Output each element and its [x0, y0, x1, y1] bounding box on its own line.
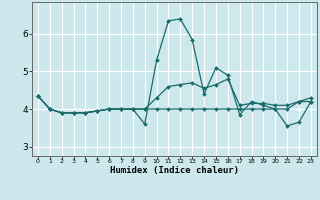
X-axis label: Humidex (Indice chaleur): Humidex (Indice chaleur) — [110, 166, 239, 175]
